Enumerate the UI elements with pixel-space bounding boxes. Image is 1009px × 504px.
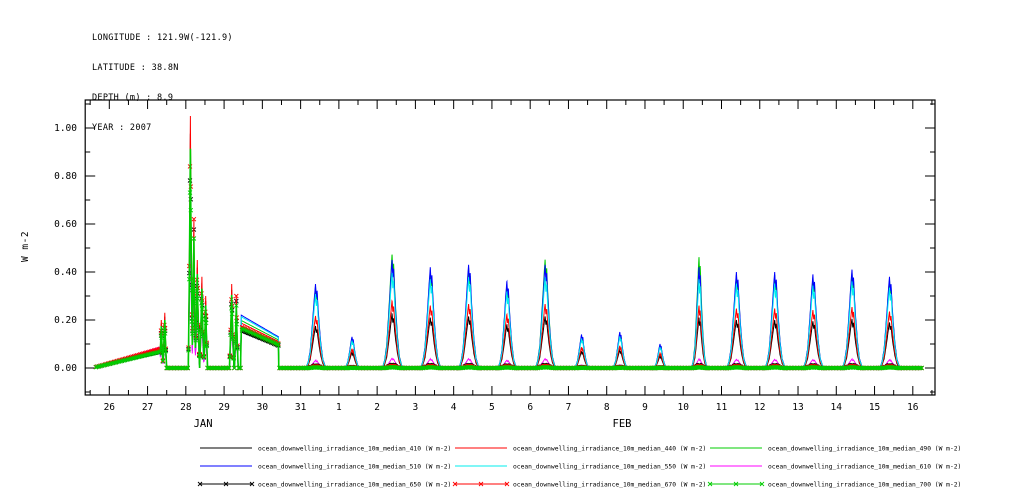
x-tick-label: 11 bbox=[716, 402, 728, 413]
x-tick-label: 16 bbox=[907, 402, 919, 413]
y-tick-label: 0.00 bbox=[54, 363, 77, 374]
x-tick-label: 7 bbox=[566, 402, 572, 413]
legend-label-650: ocean_downwelling_irradiance_10m_median_… bbox=[258, 482, 451, 489]
x-tick-label: 14 bbox=[831, 402, 843, 413]
legend-label-700: ocean_downwelling_irradiance_10m_median_… bbox=[768, 482, 961, 489]
x-tick-label: 12 bbox=[754, 402, 765, 413]
series-line-510 bbox=[95, 204, 923, 369]
y-tick-label: 0.60 bbox=[54, 219, 77, 230]
legend-label-490: ocean_downwelling_irradiance_10m_median_… bbox=[768, 446, 961, 453]
y-tick-label: 1.00 bbox=[54, 123, 77, 134]
x-tick-label: 26 bbox=[104, 402, 116, 413]
legend-marker-650 bbox=[197, 481, 203, 487]
x-tick-label: 29 bbox=[218, 402, 230, 413]
latitude-text: LATITUDE : 38.8N bbox=[92, 63, 179, 73]
x-tick-label: 28 bbox=[180, 402, 192, 413]
legend-label-610: ocean_downwelling_irradiance_10m_median_… bbox=[768, 464, 961, 471]
y-tick-label: 0.20 bbox=[54, 315, 77, 326]
legend-marker-670 bbox=[504, 481, 510, 487]
legend-marker-650 bbox=[223, 481, 229, 487]
month-label: JAN bbox=[194, 418, 213, 430]
series-markers-700 bbox=[93, 190, 924, 371]
x-tick-label: 30 bbox=[257, 402, 269, 413]
x-tick-label: 3 bbox=[413, 402, 419, 413]
x-tick-label: 27 bbox=[142, 402, 153, 413]
x-tick-label: 31 bbox=[295, 402, 307, 413]
month-label: FEB bbox=[613, 418, 632, 430]
longitude-text: LONGITUDE : 121.9W(-121.9) bbox=[92, 33, 233, 43]
x-tick-label: 1 bbox=[336, 402, 342, 413]
series-line-550 bbox=[95, 196, 923, 369]
x-tick-label: 6 bbox=[527, 402, 533, 413]
x-tick-label: 5 bbox=[489, 402, 495, 413]
x-tick-label: 9 bbox=[642, 402, 648, 413]
y-tick-label: 0.40 bbox=[54, 267, 77, 278]
legend-label-510: ocean_downwelling_irradiance_10m_median_… bbox=[258, 464, 451, 471]
x-tick-label: 13 bbox=[792, 402, 803, 413]
legend-label-410: ocean_downwelling_irradiance_10m_median_… bbox=[258, 446, 451, 453]
legend-marker-650 bbox=[249, 481, 255, 487]
legend-marker-700 bbox=[759, 481, 765, 487]
legend-label-550: ocean_downwelling_irradiance_10m_median_… bbox=[513, 464, 706, 471]
legend-marker-700 bbox=[707, 481, 713, 487]
station-info-block: LONGITUDE : 121.9W(-121.9) LATITUDE : 38… bbox=[92, 13, 233, 153]
legend-label-670: ocean_downwelling_irradiance_10m_median_… bbox=[513, 482, 706, 489]
series-markers-650 bbox=[93, 178, 924, 371]
legend-marker-670 bbox=[452, 481, 458, 487]
legend-marker-700 bbox=[733, 481, 739, 487]
plot-box bbox=[84, 99, 936, 396]
series-markers-670 bbox=[93, 164, 924, 371]
series-line-410 bbox=[95, 186, 923, 369]
legend-marker-670 bbox=[478, 481, 484, 487]
year-text: YEAR : 2007 bbox=[92, 123, 152, 133]
depth-text: DEPTH (m) : 8.9 bbox=[92, 93, 174, 103]
y-tick-label: 0.80 bbox=[54, 171, 77, 182]
x-tick-label: 15 bbox=[869, 402, 880, 413]
legend-label-440: ocean_downwelling_irradiance_10m_median_… bbox=[513, 446, 706, 453]
x-tick-label: 10 bbox=[678, 402, 690, 413]
x-tick-label: 8 bbox=[604, 402, 610, 413]
x-tick-label: 2 bbox=[374, 402, 380, 413]
x-tick-label: 4 bbox=[451, 402, 457, 413]
